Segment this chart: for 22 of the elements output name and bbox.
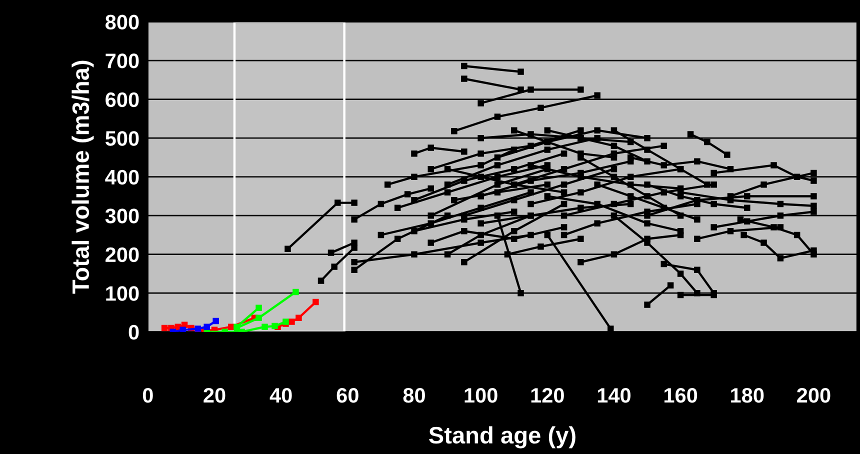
y-axis-title: Total volume (m3/ha) — [72, 60, 94, 294]
x-tick-label: 120 — [531, 388, 564, 403]
x-axis-title: Stand age (y) — [429, 426, 576, 448]
y-tick-label: 800 — [105, 14, 139, 30]
y-tick-label: 700 — [106, 54, 139, 68]
y-tick-label: 100 — [106, 286, 139, 301]
x-tick-label: 180 — [731, 388, 764, 403]
x-tick-label: 140 — [598, 388, 631, 403]
y-tick-label: 400 — [105, 170, 139, 185]
y-tick-label: 300 — [105, 208, 139, 224]
y-tick-label: 0 — [128, 324, 139, 340]
x-tick-label: 0 — [142, 388, 153, 403]
x-tick-label: 40 — [270, 388, 292, 403]
y-tick-label: 600 — [106, 92, 139, 108]
x-tick-label: 160 — [664, 388, 698, 403]
x-tick-label: 60 — [336, 388, 358, 403]
x-tick-label: 20 — [204, 388, 226, 403]
x-tick-label: 100 — [464, 388, 498, 403]
x-tick-label: 80 — [403, 388, 425, 403]
y-tick-label: 500 — [105, 131, 139, 146]
y-tick-label: 200 — [106, 247, 139, 262]
x-tick-label: 200 — [797, 388, 830, 403]
